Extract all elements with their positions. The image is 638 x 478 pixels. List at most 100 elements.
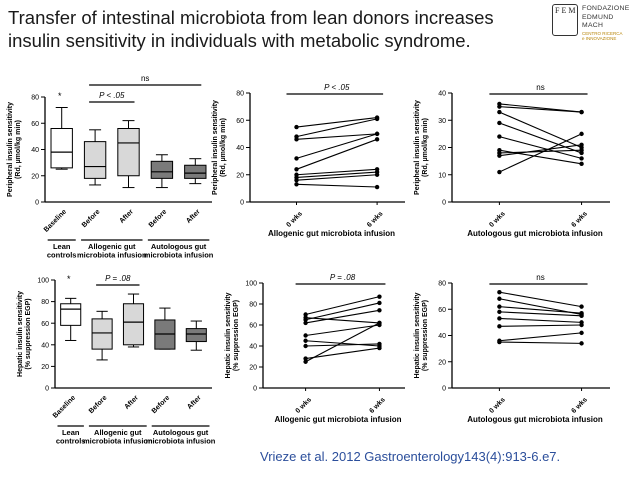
pair-line <box>499 341 582 344</box>
point-after <box>579 341 584 346</box>
point-after <box>579 312 584 317</box>
x-axis-label: Autologous gut microbiota infusion <box>467 415 603 424</box>
pair-line <box>296 133 378 159</box>
point-after <box>374 167 380 172</box>
y-axis-label: Peripheral insulin sensitivity <box>212 100 219 195</box>
ns-label: ns <box>536 83 544 92</box>
point-before <box>294 124 299 130</box>
point-after <box>579 304 584 309</box>
point-before <box>497 109 502 115</box>
point-before <box>303 338 308 343</box>
x-category-label: 0 wks <box>295 396 314 415</box>
box-2 <box>91 318 113 350</box>
ns-label: ns <box>536 273 544 282</box>
point-before <box>497 338 502 343</box>
pair-line <box>499 324 582 327</box>
pair-line <box>296 171 378 179</box>
group-label: microbiota infusion <box>77 251 147 260</box>
chart-ris-auto: 0 10 20 30 40 Peripheral insulin sensitivity(… <box>414 83 610 238</box>
pair-line <box>305 343 380 347</box>
point-before <box>303 356 308 361</box>
point-before <box>497 120 502 126</box>
box-1 <box>60 303 82 326</box>
y-tick-label: 60 <box>236 118 244 125</box>
slide-title: Transfer of intestinal microbiota from l… <box>8 6 494 52</box>
point-after <box>377 308 382 313</box>
point-after <box>579 320 584 325</box>
logo-line-3: MACH <box>582 22 604 29</box>
y-tick-label: 0 <box>442 200 446 207</box>
point-before <box>303 343 308 349</box>
pair-line <box>499 291 582 308</box>
box-4 <box>150 160 174 179</box>
point-after <box>374 131 380 137</box>
point-after <box>377 320 382 326</box>
point-before <box>497 289 502 295</box>
group-label: microbiota infusion <box>144 251 214 260</box>
x-category-label: Baseline <box>52 394 77 419</box>
y-axis-label: Hepatic insulin sensitivity <box>414 292 421 378</box>
pair-line <box>305 340 380 347</box>
pair-line <box>499 133 582 173</box>
chart-ris-allo: 0 20 40 60 80 Peripheral insulin sensitivity(… <box>212 83 405 238</box>
y-tick-label: 20 <box>438 145 446 152</box>
pair-line <box>499 332 582 342</box>
x-category-label: 6 wks <box>366 210 385 229</box>
y-tick-label: 40 <box>249 344 257 351</box>
x-category-label: After <box>185 208 202 225</box>
pair-line <box>305 324 380 337</box>
slide-title-line-2: insulin sensitivity in individuals with … <box>8 30 471 51</box>
significance-star: * <box>58 91 62 101</box>
group-label: Allogenic gut <box>94 428 142 437</box>
y-tick-label: 60 <box>249 323 257 330</box>
p-value-label: P < .05 <box>324 83 350 92</box>
p-value-label: P < .05 <box>99 91 125 100</box>
y-tick-label: 0 <box>253 386 257 393</box>
point-after <box>579 330 584 336</box>
logo-sub-2: e INNOVAZIONE <box>582 35 617 41</box>
point-before <box>294 182 299 187</box>
y-tick-label: 100 <box>245 281 257 288</box>
group-label: controls <box>56 437 86 446</box>
y-tick-label: 0 <box>240 200 244 207</box>
point-after <box>579 109 584 115</box>
y-tick-label: 80 <box>438 281 446 288</box>
y-axis-label: (% suppression EGP) <box>422 300 429 371</box>
point-after <box>377 294 382 299</box>
pair-line <box>305 322 380 363</box>
point-before <box>303 312 308 317</box>
point-after <box>579 161 584 167</box>
x-category-label: After <box>118 208 135 225</box>
point-after <box>377 343 382 349</box>
pair-line <box>296 133 378 140</box>
point-before <box>497 309 502 315</box>
box-1 <box>50 128 73 169</box>
y-tick-label: 20 <box>31 173 39 180</box>
group-label: Autologous gut <box>151 242 207 251</box>
point-before <box>497 304 502 309</box>
group-label: Lean <box>53 242 71 251</box>
x-category-label: Before <box>88 394 109 415</box>
group-label: microbiota infusion <box>83 437 153 446</box>
point-before <box>294 172 299 177</box>
point-before <box>497 148 502 153</box>
x-axis-label: Allogenic gut microbiota infusion <box>274 415 401 424</box>
pair-line <box>296 174 378 181</box>
y-tick-label: 40 <box>41 342 49 349</box>
logo-line-2: EDMUND <box>582 13 614 21</box>
point-before <box>497 324 502 329</box>
pair-line <box>499 144 582 157</box>
point-after <box>377 300 382 306</box>
group-label: Lean <box>62 428 80 437</box>
box-5 <box>185 328 207 343</box>
box-5 <box>184 164 207 179</box>
x-category-label: After <box>186 394 203 411</box>
point-before <box>303 320 308 326</box>
box-3 <box>122 303 145 346</box>
y-tick-label: 20 <box>41 364 49 371</box>
y-tick-label: 10 <box>438 172 446 179</box>
y-tick-label: 40 <box>31 147 39 154</box>
y-tick-label: 40 <box>438 333 446 340</box>
x-category-label: 6 wks <box>571 396 590 415</box>
